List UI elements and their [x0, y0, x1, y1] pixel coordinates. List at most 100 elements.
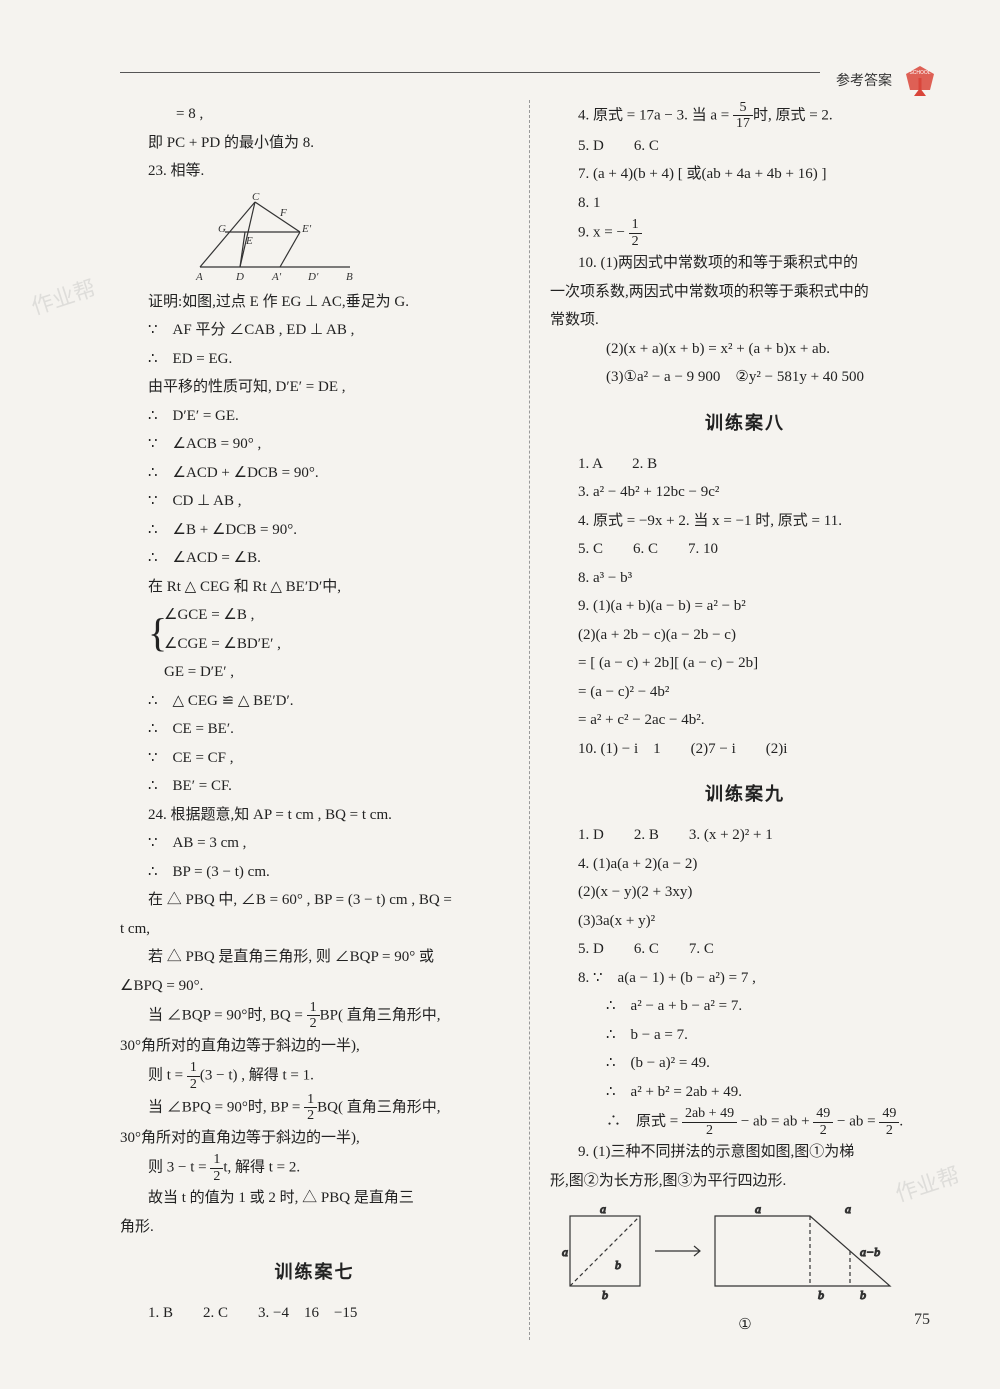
text: 8. 1 [550, 189, 940, 218]
svg-text:F: F [279, 207, 287, 219]
text: ∴ BP = (3 − t) cm. [120, 858, 509, 887]
svg-text:B: B [346, 271, 353, 282]
svg-text:D′: D′ [307, 271, 319, 282]
text: ∴ CE = BE′. [120, 715, 509, 744]
svg-text:E′: E′ [301, 223, 312, 235]
svg-text:a: a [755, 1202, 761, 1216]
svg-text:b: b [818, 1288, 824, 1302]
svg-text:b: b [602, 1288, 608, 1302]
svg-text:E: E [245, 235, 253, 247]
text: 10. (1) − i 1 (2)7 − i (2)i [550, 735, 940, 764]
text: 9. (1)(a + b)(a − b) = a² − b² [550, 592, 940, 621]
text: 若 △ PBQ 是直角三角形, 则 ∠BQP = 90° 或 [120, 943, 509, 972]
text: ∴ D′E′ = GE. [120, 402, 509, 431]
text: 10. (1)两因式中常数项的和等于乘积式中的 [550, 249, 940, 278]
text: (3)3a(x + y)² [550, 907, 940, 936]
shapes-diagram: a a b b a a a−b b [560, 1201, 900, 1311]
text: = [ (a − c) + 2b][ (a − c) − 2b] [550, 649, 940, 678]
text: 9. (1)三种不同拼法的示意图如图,图①为梯 [550, 1138, 940, 1167]
text: ∴ a² − a + b − a² = 7. [550, 992, 940, 1021]
text: 4. 原式 = 17a − 3. 当 a = 517时, 原式 = 2. [550, 100, 940, 132]
right-column: 4. 原式 = 17a − 3. 当 a = 517时, 原式 = 2. 5. … [530, 100, 940, 1340]
text: 5. D 6. C [550, 132, 940, 161]
svg-text:A: A [195, 271, 203, 282]
text: t cm, [120, 915, 509, 944]
text: ∵ CE = CF , [120, 744, 509, 773]
brace-group: { ∠GCE = ∠B , ∠CGE = ∠BD′E′ , GE = D′E′ … [120, 601, 509, 687]
svg-text:a: a [562, 1245, 568, 1259]
svg-text:a−b: a−b [860, 1245, 880, 1259]
text: 证明:如图,过点 E 作 EG ⊥ AC,垂足为 G. [120, 288, 509, 317]
text: ∵ AF 平分 ∠CAB , ED ⊥ AB , [120, 316, 509, 345]
text: 1. D 2. B 3. (x + 2)² + 1 [550, 821, 940, 850]
text: 常数项. [550, 306, 940, 335]
text: = 8 , [120, 100, 509, 129]
text: 24. 根据题意,知 AP = t cm , BQ = t cm. [120, 801, 509, 830]
text: 在 Rt △ CEG 和 Rt △ BE′D′中, [120, 573, 509, 602]
svg-text:A′: A′ [271, 271, 282, 282]
text: 4. (1)a(a + 2)(a − 2) [550, 850, 940, 879]
svg-text:C: C [252, 192, 260, 203]
text: 8. a³ − b³ [550, 564, 940, 593]
text: GE = D′E′ , [164, 658, 509, 687]
watermark: 作业帮 [27, 271, 100, 322]
svg-text:b: b [860, 1288, 866, 1302]
svg-text:a: a [845, 1202, 851, 1216]
text: ∴ ∠B + ∠DCB = 90°. [120, 516, 509, 545]
svg-text:D: D [235, 271, 244, 282]
svg-text:SCHOOL: SCHOOL [909, 70, 930, 76]
svg-text:G: G [218, 223, 226, 235]
text: 由平移的性质可知, D′E′ = DE , [120, 373, 509, 402]
text: 当 ∠BQP = 90°时, BQ = 12BP( 直角三角形中, [120, 1000, 509, 1032]
text: ∵ AB = 3 cm , [120, 829, 509, 858]
text: 9. x = − 12 [550, 217, 940, 249]
text: 则 3 − t = 12t, 解得 t = 2. [120, 1152, 509, 1184]
text: 30°角所对的直角边等于斜边的一半), [120, 1124, 509, 1153]
school-badge-icon: SCHOOL [900, 60, 940, 100]
text: 4. 原式 = −9x + 2. 当 x = −1 时, 原式 = 11. [550, 507, 940, 536]
text: (2)(x − y)(2 + 3xy) [550, 878, 940, 907]
svg-text:b: b [615, 1258, 621, 1272]
text: 8. ∵ a(a − 1) + (b − a²) = 7 , [550, 964, 940, 993]
text: 5. D 6. C 7. C [550, 935, 940, 964]
text: 故当 t 的值为 1 或 2 时, △ PBQ 是直角三 [120, 1184, 509, 1213]
text: 1. B 2. C 3. −4 16 −15 [120, 1299, 509, 1328]
text: ∠CGE = ∠BD′E′ , [164, 630, 509, 659]
text: ∴ ∠ACD = ∠B. [120, 544, 509, 573]
text: 7. (a + 4)(b + 4) [ 或(ab + 4a + 4b + 16)… [550, 160, 940, 189]
text: = (a − c)² − 4b² [550, 678, 940, 707]
text: 5. C 6. C 7. 10 [550, 535, 940, 564]
text: ∴ 原式 = 2ab + 492 − ab = ab + 492 − ab = … [550, 1106, 940, 1138]
text: ∴ ED = EG. [120, 345, 509, 374]
header-rule [120, 72, 820, 73]
text: 则 t = 12(3 − t) , 解得 t = 1. [120, 1060, 509, 1092]
text: (3)①a² − a − 9 900 ②y² − 581y + 40 500 [550, 363, 940, 392]
text: (2)(x + a)(x + b) = x² + (a + b)x + ab. [550, 335, 940, 364]
text: ∵ ∠ACB = 90° , [120, 430, 509, 459]
text: ∴ ∠ACD + ∠DCB = 90°. [120, 459, 509, 488]
section-title: 训练案七 [120, 1255, 509, 1289]
text: ∴ △ CEG ≌ △ BE′D′. [120, 687, 509, 716]
text: ∴ a² + b² = 2ab + 49. [550, 1078, 940, 1107]
section-title: 训练案九 [550, 777, 940, 811]
text: 一次项系数,两因式中常数项的积等于乘积式中的 [550, 278, 940, 307]
figure-label: ① [550, 1311, 940, 1340]
text: 3. a² − 4b² + 12bc − 9c² [550, 478, 940, 507]
text: 在 △ PBQ 中, ∠B = 60° , BP = (3 − t) cm , … [120, 886, 509, 915]
text: ∴ BE′ = CF. [120, 772, 509, 801]
page-number: 75 [914, 1311, 930, 1329]
text: 23. 相等. [120, 157, 509, 186]
text: 1. A 2. B [550, 450, 940, 479]
text: (2)(a + 2b − c)(a − 2b − c) [550, 621, 940, 650]
text: ∴ b − a = 7. [550, 1021, 940, 1050]
text: ∠GCE = ∠B , [164, 601, 509, 630]
left-column: = 8 , 即 PC + PD 的最小值为 8. 23. 相等. [120, 100, 530, 1340]
page-header: 参考答案 SCHOOL [836, 60, 940, 100]
text: 30°角所对的直角边等于斜边的一半), [120, 1032, 509, 1061]
text: ∴ (b − a)² = 49. [550, 1049, 940, 1078]
svg-text:a: a [600, 1202, 606, 1216]
header-label: 参考答案 [836, 70, 892, 90]
geometry-diagram: A D A′ D′ B C G E E′ F [180, 192, 360, 282]
text: 即 PC + PD 的最小值为 8. [120, 129, 509, 158]
text: 角形. [120, 1213, 509, 1242]
